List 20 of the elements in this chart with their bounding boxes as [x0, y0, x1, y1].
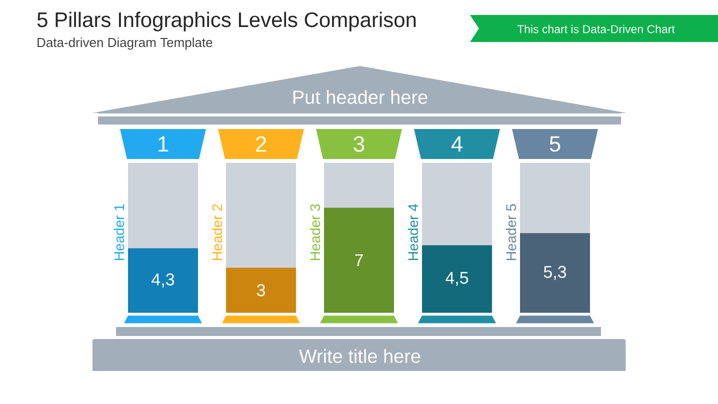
chart-subtitle: Data-driven Diagram Template — [38, 38, 212, 50]
text: 1 — [158, 136, 168, 152]
data-label: 3 — [256, 284, 265, 296]
data-label: 5,3 — [544, 266, 566, 280]
text: Put header here — [293, 90, 428, 104]
data-label: 7 — [355, 254, 363, 266]
text: 4 — [451, 136, 462, 152]
x-tick-label: Header 4 — [408, 204, 418, 260]
text: This chart is Data-Driven Chart — [517, 24, 675, 34]
text: 3 — [354, 136, 364, 152]
text: 5 — [550, 136, 560, 152]
x-tick-label: Header 5 — [506, 204, 516, 260]
x-tick-label: Header 3 — [310, 204, 320, 260]
x-tick-label: Header 1 — [114, 204, 124, 260]
text: 2 — [256, 136, 266, 152]
text: Write title here — [299, 349, 420, 363]
chart-title: 5 Pillars Infographics Levels Comparison — [37, 12, 416, 32]
data-label: 4,5 — [446, 272, 468, 286]
data-label: 4,3 — [152, 273, 174, 288]
x-tick-label: Header 2 — [212, 204, 222, 260]
